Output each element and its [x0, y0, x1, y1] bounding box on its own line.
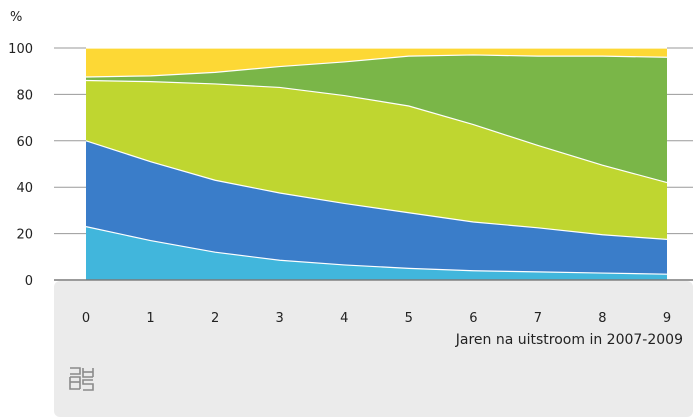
y-tick-40: 40 — [16, 181, 33, 196]
x-tick-7: 7 — [534, 311, 542, 326]
x-tick-2: 2 — [211, 311, 219, 326]
area-series-4 — [86, 54, 667, 183]
area-series-2 — [86, 140, 667, 275]
series-boundary-3 — [85, 79, 668, 184]
x-tick-4: 4 — [340, 311, 348, 326]
y-axis-unit: % — [10, 10, 22, 25]
y-tick-100: 100 — [8, 42, 33, 57]
series-boundary-2 — [85, 140, 668, 240]
y-tick-0: 0 — [25, 274, 33, 289]
x-tick-8: 8 — [598, 311, 606, 326]
x-tick-5: 5 — [405, 311, 413, 326]
series-boundary-1 — [85, 226, 668, 275]
series-boundaries — [85, 47, 668, 275]
cbs-logo-icon — [69, 367, 94, 391]
y-tick-60: 60 — [16, 135, 33, 150]
area-series-3 — [86, 80, 667, 240]
x-tick-1: 1 — [146, 311, 154, 326]
y-tick-80: 80 — [16, 88, 33, 103]
y-tick-labels: 0 20 40 60 80 100 — [8, 42, 33, 289]
x-tick-0: 0 — [82, 311, 90, 326]
x-tick-3: 3 — [276, 311, 284, 326]
axis-panel — [54, 281, 693, 417]
x-axis-title: Jaren na uitstroom in 2007-2009 — [455, 332, 683, 348]
series-boundary-4 — [85, 54, 668, 78]
x-tick-6: 6 — [469, 311, 477, 326]
x-tick-9: 9 — [663, 311, 671, 326]
y-tick-20: 20 — [16, 228, 33, 243]
area-series-1 — [86, 226, 667, 280]
x-tick-labels: 0 1 2 3 4 5 6 7 8 9 — [82, 311, 671, 326]
